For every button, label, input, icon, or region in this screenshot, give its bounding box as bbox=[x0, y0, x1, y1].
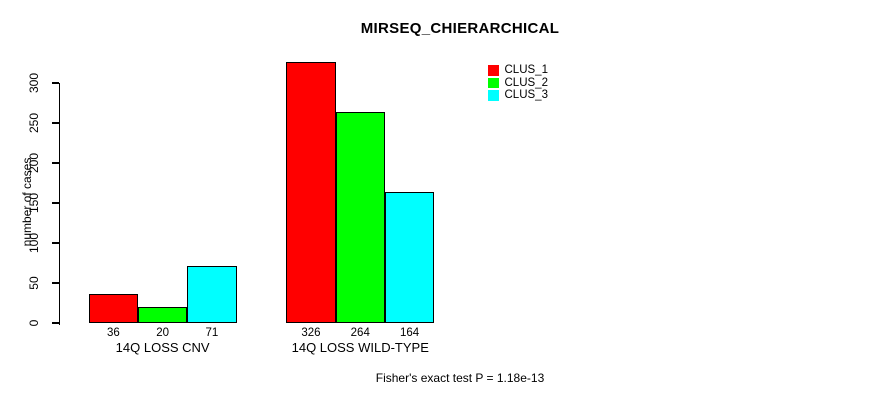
bar-clus_1-group2 bbox=[286, 62, 336, 323]
y-tick bbox=[51, 122, 59, 124]
legend: CLUS_1 CLUS_2 CLUS_3 bbox=[488, 64, 548, 102]
bar-value-label: 71 bbox=[205, 327, 219, 339]
y-tick-label: 100 bbox=[27, 232, 41, 254]
x-category-label: 14Q LOSS CNV bbox=[115, 340, 210, 355]
bar-value-label: 20 bbox=[156, 327, 170, 339]
y-tick bbox=[51, 322, 59, 324]
legend-item-clus2: CLUS_2 bbox=[488, 77, 548, 90]
y-tick bbox=[51, 82, 59, 84]
annotation-text: Fisher's exact test P = 1.18e-13 bbox=[375, 371, 545, 385]
bar-clus_3-group1 bbox=[187, 266, 237, 323]
y-tick-label: 200 bbox=[27, 152, 41, 174]
y-tick bbox=[51, 202, 59, 204]
chart-title: MIRSEQ_CHIERARCHICAL bbox=[360, 20, 560, 37]
x-category-label: 14Q LOSS WILD-TYPE bbox=[291, 340, 429, 355]
y-tick-label: 0 bbox=[27, 319, 41, 327]
bar-value-label: 264 bbox=[350, 327, 370, 339]
y-tick-label: 250 bbox=[27, 112, 41, 134]
y-tick-label: 150 bbox=[27, 192, 41, 214]
bar-clus_2-group1 bbox=[138, 307, 188, 323]
legend-swatch-clus2-icon bbox=[488, 77, 499, 89]
y-tick bbox=[51, 162, 59, 164]
legend-label-clus1: CLUS_1 bbox=[504, 64, 548, 77]
bar-value-label: 326 bbox=[301, 327, 321, 339]
bar-clus_3-group2 bbox=[384, 191, 435, 323]
bar-value-label: 164 bbox=[399, 327, 420, 339]
y-axis-line bbox=[58, 83, 60, 325]
legend-swatch-clus1-icon bbox=[488, 65, 499, 76]
bar-value-label: 36 bbox=[106, 327, 120, 339]
legend-label-clus2: CLUS_2 bbox=[504, 76, 548, 89]
y-tick bbox=[51, 282, 59, 284]
legend-swatch-clus3-icon bbox=[488, 90, 499, 101]
legend-item-clus1: CLUS_1 bbox=[488, 64, 548, 77]
y-tick-label: 50 bbox=[27, 276, 41, 290]
legend-label-clus3: CLUS_3 bbox=[504, 89, 548, 102]
bar-clus_2-group2 bbox=[335, 111, 385, 323]
y-tick-label: 300 bbox=[27, 72, 41, 94]
legend-item-clus3: CLUS_3 bbox=[488, 89, 548, 102]
y-tick bbox=[51, 242, 59, 244]
bar-clus_1-group1 bbox=[88, 294, 138, 323]
